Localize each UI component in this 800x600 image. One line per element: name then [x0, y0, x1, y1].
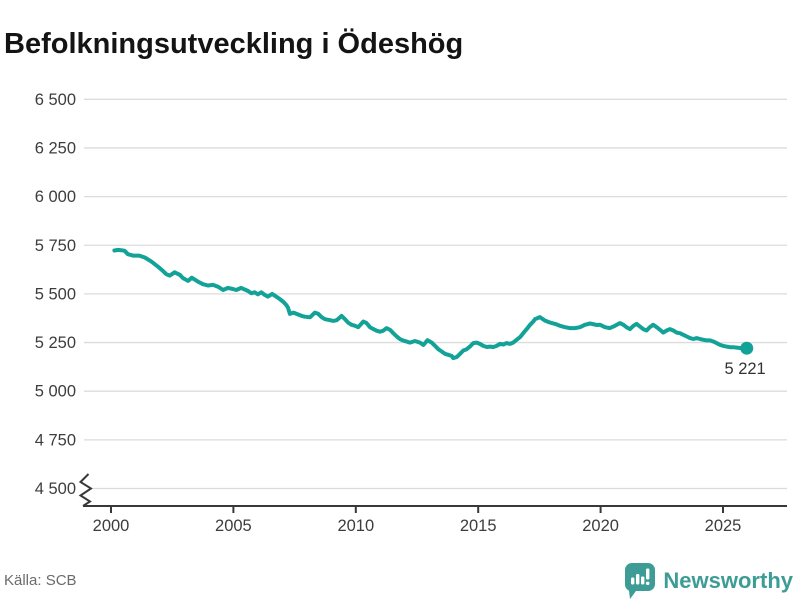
x-tick-label: 2010 — [337, 517, 374, 535]
population-line — [112, 247, 749, 361]
x-axis-ticks-layer: 2000 2005 2010 2015 2020 2025 — [93, 506, 742, 535]
y-tick-label: 6 250 — [35, 139, 76, 157]
x-tick-label: 2025 — [705, 517, 742, 535]
source-label: Källa: SCB — [4, 572, 77, 589]
y-tick-label: 5 500 — [35, 285, 76, 303]
gridlines-layer — [84, 98, 787, 490]
last-point-marker — [740, 341, 754, 355]
last-value-label: 5 221 — [724, 360, 765, 378]
x-tick-label: 2005 — [215, 517, 252, 535]
y-tick-label: 6 000 — [35, 188, 76, 206]
newsworthy-speech-bubble-bar-chart-icon — [625, 562, 656, 599]
y-tick-label: 5 000 — [35, 383, 76, 401]
chart-title: Befolkningsutveckling i Ödeshög — [4, 28, 464, 61]
population-line-chart: 6 500 6 250 6 000 5 750 5 500 5 250 5 000 4 750… — [35, 91, 787, 535]
y-axis-labels-layer: 6 500 6 250 6 000 5 750 5 500 5 250 5 000 4 750… — [35, 91, 76, 498]
newsworthy-logo: Newsworthy — [625, 562, 793, 599]
data-series-layer: 5 221 — [112, 247, 766, 378]
y-axis-break-icon — [78, 473, 93, 507]
x-tick-label: 2000 — [93, 517, 130, 535]
x-tick-label: 2015 — [460, 517, 497, 535]
x-tick-label: 2020 — [582, 517, 619, 535]
y-tick-label: 5 250 — [35, 334, 76, 352]
y-tick-label: 4 750 — [35, 431, 76, 449]
y-tick-label: 4 500 — [35, 480, 76, 498]
y-tick-label: 5 750 — [35, 237, 76, 255]
y-tick-label: 6 500 — [35, 91, 76, 109]
brand-name: Newsworthy — [663, 568, 793, 593]
